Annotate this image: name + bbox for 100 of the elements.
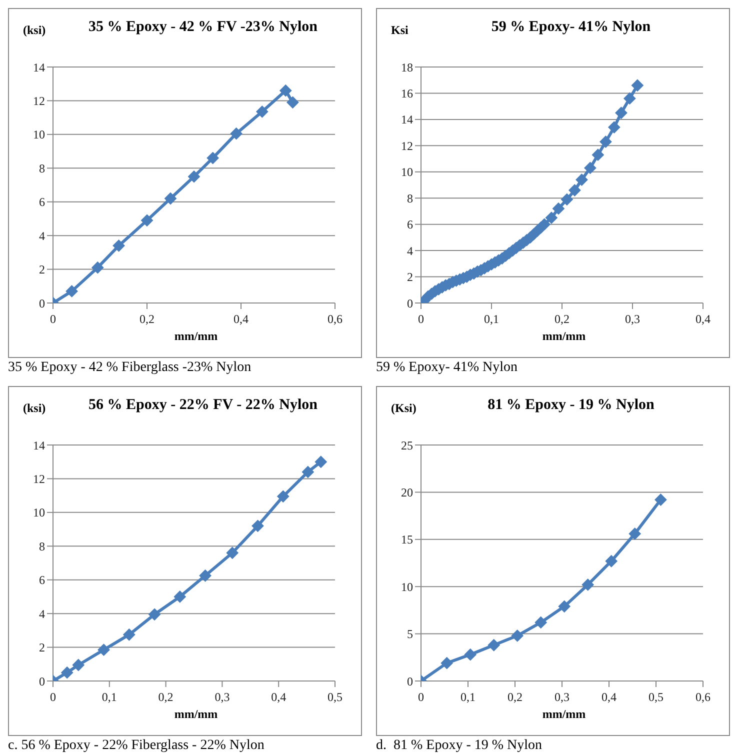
y-tick-label: 2 <box>39 262 45 277</box>
point <box>314 456 327 468</box>
y-axis-title: (ksi) <box>23 401 46 416</box>
x-tick-label: 0 <box>50 312 56 326</box>
y-tick-label: 6 <box>407 218 413 232</box>
x-tick-label: 0,3 <box>625 312 640 326</box>
point <box>582 578 594 591</box>
point <box>628 528 641 540</box>
y-tick-label: 0 <box>39 674 45 688</box>
point <box>98 644 110 656</box>
y-tick-label: 10 <box>33 128 45 142</box>
x-tick-label: 0 <box>418 312 424 326</box>
y-tick-label: 4 <box>39 606 45 621</box>
y-tick-label: 6 <box>39 195 45 210</box>
chart-title: 81 % Epoxy - 19 % Nylon <box>486 397 656 414</box>
y-tick-label: 14 <box>33 438 45 452</box>
y-tick-label: 15 <box>401 532 413 547</box>
y-axis-title: (ksi) <box>23 23 46 38</box>
point <box>256 106 268 118</box>
point <box>286 96 299 108</box>
x-tick-label: 0,1 <box>484 312 499 326</box>
point <box>558 600 570 612</box>
point <box>576 174 588 186</box>
y-tick-label: 0 <box>39 296 45 310</box>
point <box>605 555 618 568</box>
y-tick-label: 18 <box>401 60 413 74</box>
x-axis-title: mm/mm <box>173 329 219 344</box>
x-tick-label: 0,4 <box>271 690 286 704</box>
point <box>568 184 581 196</box>
x-tick-label: 0,2 <box>158 690 174 704</box>
point <box>534 616 547 628</box>
x-axis-title: mm/mm <box>541 707 587 722</box>
point <box>631 79 644 92</box>
x-axis-title: mm/mm <box>541 329 587 344</box>
x-tick-label: 0,5 <box>328 690 342 704</box>
y-tick-label: 14 <box>401 112 413 127</box>
point <box>252 520 264 532</box>
point <box>174 590 186 603</box>
point <box>61 666 74 679</box>
y-tick-label: 8 <box>39 161 45 176</box>
x-tick-label: 0 <box>50 690 56 704</box>
y-tick-label: 2 <box>39 640 45 655</box>
x-tick-label: 0,2 <box>554 312 570 326</box>
point <box>560 193 573 206</box>
point <box>66 285 78 298</box>
text: 59 % Epoxy- 41% Nylon <box>376 360 519 376</box>
y-tick-label: 10 <box>401 165 413 180</box>
point <box>92 262 104 274</box>
y-tick-label: 4 <box>407 244 413 258</box>
point <box>277 490 290 502</box>
point <box>230 128 242 140</box>
y-tick-label: 6 <box>39 573 45 588</box>
y-tick-label: 20 <box>401 485 413 500</box>
y-tick-label: 0 <box>407 296 413 310</box>
y-tick-label: 12 <box>33 472 45 486</box>
point <box>511 630 524 642</box>
y-tick-label: 16 <box>401 86 413 100</box>
point <box>608 121 620 134</box>
x-tick-label: 0,4 <box>602 690 616 704</box>
point <box>164 192 176 204</box>
y-tick-label: 10 <box>33 506 45 520</box>
text: c. 56 % Epoxy - 22% Fiberglass - 22% Nylon <box>8 738 266 754</box>
point <box>280 84 292 97</box>
point <box>464 648 476 661</box>
y-tick-label: 8 <box>407 191 413 206</box>
y-tick-label: 12 <box>401 138 413 153</box>
y-axis-title: (Ksi) <box>391 401 416 416</box>
x-tick-label: 0,4 <box>696 312 710 326</box>
x-tick-label: 0,2 <box>140 312 154 326</box>
point <box>141 214 153 226</box>
x-tick-label: 0 <box>418 690 424 704</box>
y-tick-label: 12 <box>33 94 45 108</box>
y-tick-label: 2 <box>407 270 413 284</box>
y-tick-label: 0 <box>407 674 413 688</box>
text: 35 % Epoxy - 42 % Fiberglass -23% Nylon <box>8 360 252 376</box>
x-tick-label: 0,6 <box>696 690 710 704</box>
y-tick-label: 4 <box>39 228 45 243</box>
y-tick-label: 14 <box>33 60 45 74</box>
point <box>538 218 550 230</box>
point <box>552 202 564 215</box>
point <box>488 639 500 652</box>
point <box>148 608 161 620</box>
y-tick-label: 5 <box>407 627 413 642</box>
x-axis-title: mm/mm <box>173 707 219 722</box>
x-tick-label: 0,6 <box>328 312 342 326</box>
x-tick-label: 0,1 <box>102 690 117 704</box>
text: d. 81 % Epoxy - 19 % Nylon <box>376 738 544 754</box>
point <box>654 494 667 506</box>
point <box>584 162 596 174</box>
point <box>188 170 200 183</box>
y-axis-title: Ksi <box>391 23 408 38</box>
point <box>592 148 604 161</box>
y-tick-label: 25 <box>401 438 413 452</box>
point <box>615 106 628 119</box>
point <box>302 466 314 478</box>
point <box>199 570 212 582</box>
chart-title: 35 % Epoxy - 42 % FV -23% Nylon <box>88 19 318 36</box>
point <box>440 657 453 670</box>
point <box>112 240 125 252</box>
point <box>72 658 84 671</box>
